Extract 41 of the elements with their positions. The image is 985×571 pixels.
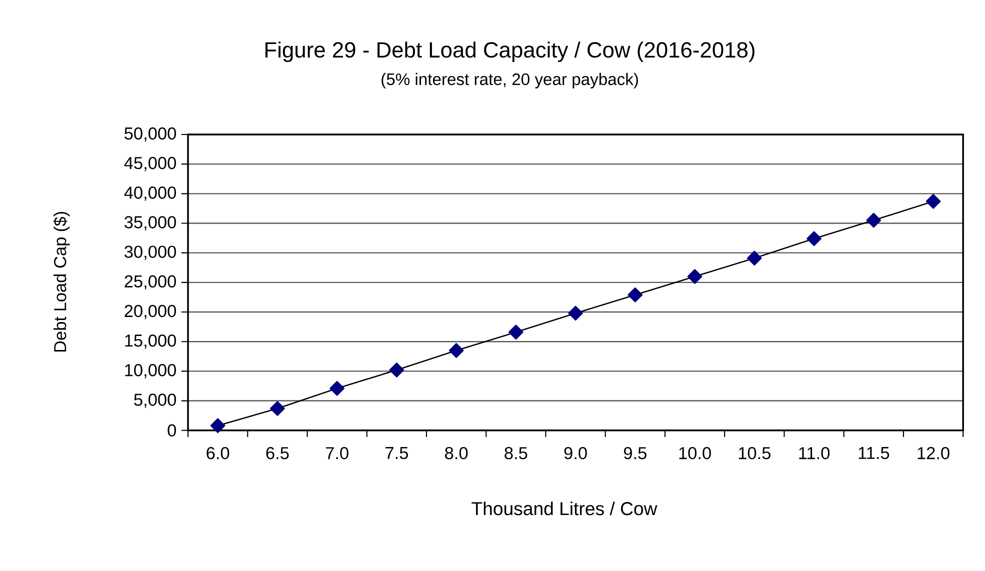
y-tick-label: 0: [168, 424, 176, 437]
y-axis-title: Debt Load Cap ($): [53, 212, 70, 352]
x-tick-label: 9.0: [564, 447, 587, 460]
chart-subtitle: (5% interest rate, 20 year payback): [382, 73, 638, 88]
point: [806, 231, 822, 246]
x-tick-label: 6.5: [266, 447, 289, 460]
x-tick-label: 7.5: [386, 447, 408, 460]
x-axis-title: Thousand Litres / Cow: [472, 502, 658, 516]
point: [270, 401, 285, 416]
point: [389, 362, 404, 378]
y-tick-label: 20,000: [124, 304, 176, 320]
y-tick-label: 40,000: [124, 186, 176, 201]
point: [628, 288, 643, 302]
y-tick-label: 45,000: [124, 157, 176, 172]
point: [746, 250, 762, 266]
y-tick-label: 25,000: [124, 275, 176, 290]
point: [508, 324, 524, 340]
y-tick-label: 15,000: [125, 334, 176, 349]
y-tick-label: 30,000: [124, 246, 176, 260]
y-tick-label: 10,000: [125, 364, 176, 378]
x-tick-label: 8.0: [445, 447, 468, 460]
x-tick-label: 6.0: [206, 447, 230, 460]
y-tick-label: 5,000: [134, 394, 176, 408]
x-tick-label: 11.5: [858, 447, 890, 460]
y-tick-label: 50,000: [124, 127, 176, 142]
x-tick-label: 10.5: [738, 447, 770, 460]
y-tick-label: 35,000: [124, 216, 176, 230]
point: [330, 381, 344, 396]
point: [866, 212, 882, 228]
point: [210, 418, 226, 434]
chart-title: Figure 29 - Debt Load Capacity / Cow (2016-2018): [265, 42, 754, 62]
point: [926, 194, 941, 209]
point: [568, 306, 583, 321]
x-tick-label: 11.0: [799, 447, 830, 460]
x-tick-label: 8.5: [504, 447, 528, 460]
x-tick-label: 9.5: [624, 447, 646, 460]
x-tick-label: 12.0: [918, 447, 950, 460]
x-tick-label: 10.0: [679, 447, 711, 460]
x-tick-label: 7.0: [326, 447, 348, 460]
point: [687, 269, 702, 284]
point: [448, 343, 464, 358]
